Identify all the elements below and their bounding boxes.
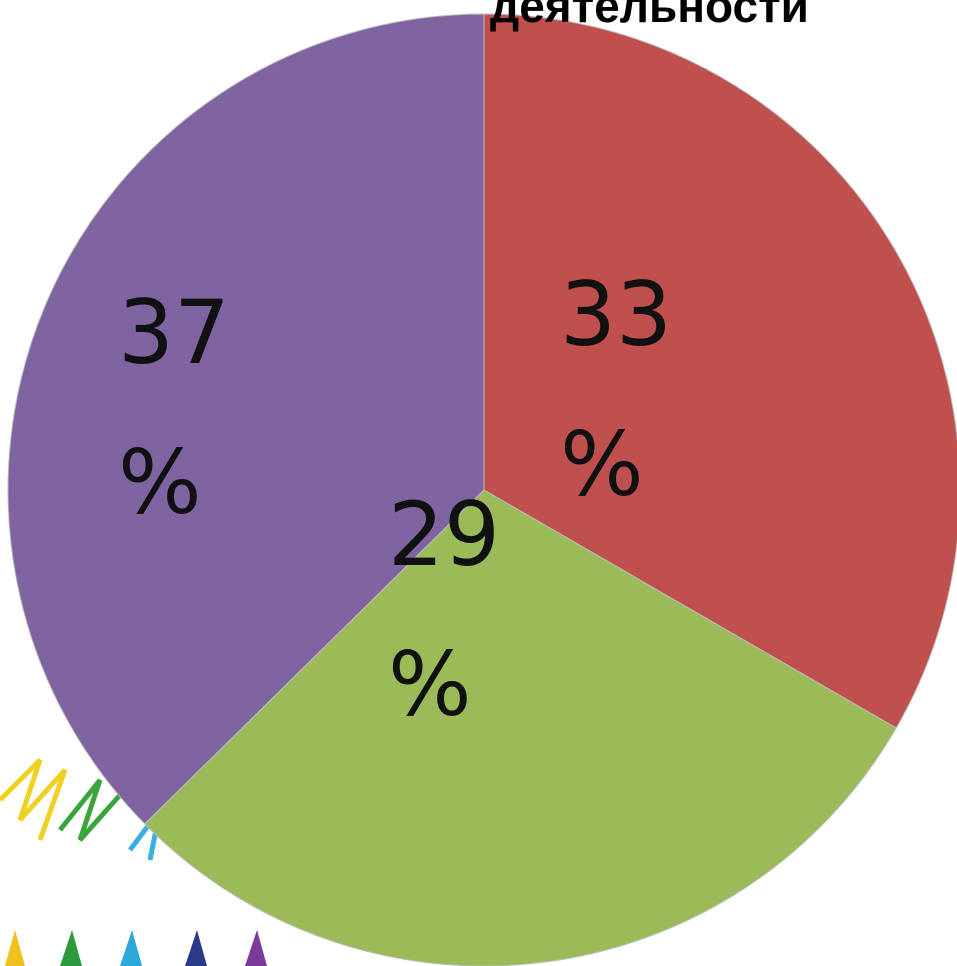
data-label: 37 % bbox=[118, 258, 258, 558]
data-label: 33 % bbox=[560, 240, 700, 540]
data-label: 29 % bbox=[388, 460, 528, 760]
data-label-box: 33 % bbox=[560, 240, 720, 560]
chart: 33 %29 % 37 % деятельности bbox=[0, 0, 957, 966]
data-label-box: 29 % bbox=[388, 460, 548, 780]
data-label-box: 37 % bbox=[118, 258, 278, 578]
chart-title: деятельности bbox=[490, 0, 809, 32]
